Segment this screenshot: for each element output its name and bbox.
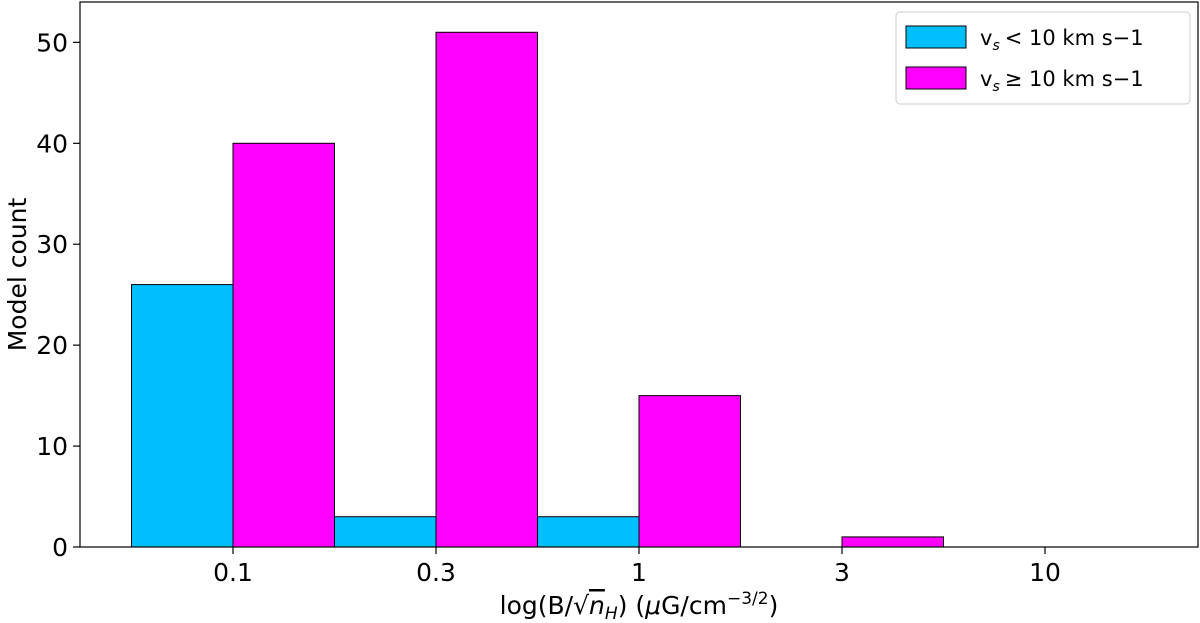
bar-slow-0.1	[131, 284, 234, 548]
x-tick-label-10: 10	[1029, 558, 1061, 587]
x-title-unit: G/cm	[661, 591, 727, 620]
legend-label-fast-v: v	[980, 67, 992, 91]
x-title-radicand: n	[589, 591, 605, 620]
legend-label-fast: vs ≥ 10 km s−1	[980, 67, 1144, 95]
x-title-middle: ) (	[618, 591, 645, 620]
x-title-mu: μ	[644, 591, 661, 620]
y-tick-label-0: 0	[52, 533, 68, 562]
x-title-radicand-sub: H	[605, 604, 618, 623]
y-tick-label-30: 30	[36, 230, 68, 259]
x-title-exponent: −3/2	[727, 589, 769, 609]
legend: vs < 10 km s−1 vs ≥ 10 km s−1	[895, 11, 1191, 105]
x-tick-label-3: 3	[834, 558, 850, 587]
bar-fast-0.1	[232, 142, 335, 548]
y-axis: 0 10 20 30 40 50	[36, 28, 80, 562]
y-tick-label-40: 40	[36, 129, 68, 158]
legend-label-fast-sub: s	[992, 79, 999, 95]
bars-layer	[131, 31, 944, 548]
x-axis-title: log(B/√nH) (μG/cm−3/2)	[500, 589, 779, 623]
legend-label-slow-rest: < 10 km s−1	[1005, 26, 1144, 50]
y-tick-label-10: 10	[36, 432, 68, 461]
x-tick-label-1: 1	[631, 558, 647, 587]
bar-slow-0.3	[334, 516, 437, 548]
legend-box	[895, 11, 1191, 105]
x-title-sqrt: √	[573, 591, 589, 620]
legend-swatch-fast	[905, 66, 967, 90]
legend-swatch-slow	[905, 25, 967, 49]
bar-fast-3	[841, 536, 944, 548]
bar-fast-1	[638, 395, 741, 548]
legend-label-slow-v: v	[980, 26, 992, 50]
x-title-prefix: log(B/	[500, 591, 574, 620]
legend-label-fast-rest: ≥ 10 km s−1	[1005, 67, 1144, 91]
x-tick-label-0.1: 0.1	[213, 558, 253, 587]
legend-label-slow: vs < 10 km s−1	[980, 26, 1144, 54]
x-tick-label-0.3: 0.3	[416, 558, 456, 587]
x-axis: 0.1 0.3 1 3 10	[213, 547, 1061, 587]
bar-fast-0.3	[435, 31, 538, 548]
x-title-suffix: )	[769, 591, 779, 620]
y-tick-label-20: 20	[36, 331, 68, 360]
bar-slow-1	[537, 516, 640, 548]
y-axis-title: Model count	[3, 198, 32, 352]
y-tick-label-50: 50	[36, 28, 68, 57]
legend-label-slow-sub: s	[992, 38, 999, 54]
